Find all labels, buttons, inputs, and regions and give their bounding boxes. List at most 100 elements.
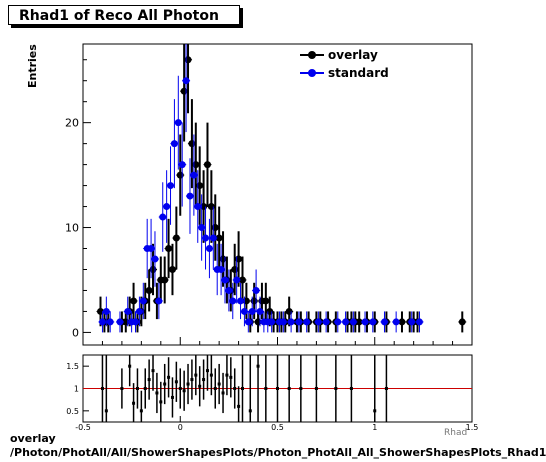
ratio-point xyxy=(213,387,217,390)
overlay-point xyxy=(231,265,239,273)
overlay-point xyxy=(196,182,204,190)
overlay-point xyxy=(145,286,153,294)
overlay-point xyxy=(285,307,293,315)
overlay-point xyxy=(266,307,274,315)
overlay-point xyxy=(355,318,363,326)
standard-point xyxy=(248,307,256,315)
standard-point xyxy=(132,318,140,326)
ratio-point xyxy=(159,400,163,404)
ratio-x-tick-label: -0.5 xyxy=(75,423,91,432)
standard-point xyxy=(98,318,106,326)
standard-point xyxy=(182,77,190,85)
overlay-point xyxy=(211,224,219,232)
ratio-point xyxy=(186,382,190,386)
standard-point xyxy=(178,161,186,169)
legend-label-standard: standard xyxy=(328,66,389,80)
standard-point xyxy=(279,318,287,326)
standard-point xyxy=(124,307,132,315)
standard-point xyxy=(408,318,416,326)
ratio-point xyxy=(182,389,186,393)
ratio-point xyxy=(314,387,318,390)
standard-point xyxy=(106,318,114,326)
ratio-x-tick-label: 1.5 xyxy=(466,423,479,432)
standard-point xyxy=(225,286,233,294)
ratio-point xyxy=(299,387,303,390)
standard-point xyxy=(135,307,143,315)
standard-point xyxy=(295,318,303,326)
standard-point xyxy=(194,203,202,211)
ratio-point xyxy=(139,409,143,413)
ratio-point xyxy=(174,380,178,384)
standard-point xyxy=(240,307,248,315)
standard-point xyxy=(349,318,357,326)
standard-point xyxy=(147,245,155,253)
standard-point xyxy=(268,318,276,326)
ratio-y-tick-label: 0.5 xyxy=(66,407,79,416)
ratio-point xyxy=(120,387,124,390)
ratio-point xyxy=(264,387,268,390)
overlay-point xyxy=(184,56,192,64)
standard-point xyxy=(217,265,225,273)
overlay-point xyxy=(172,234,180,242)
standard-point xyxy=(186,192,194,200)
standard-point xyxy=(167,182,175,190)
ratio-point xyxy=(151,369,155,373)
standard-point xyxy=(369,318,377,326)
standard-point xyxy=(202,234,210,242)
y-tick-label: 0 xyxy=(72,326,79,339)
ratio-point xyxy=(143,387,147,390)
ratio-point xyxy=(147,378,151,382)
overlay-point xyxy=(192,161,200,169)
y-tick-label: 10 xyxy=(65,222,79,235)
ratio-x-tick-label: 1 xyxy=(372,423,377,432)
standard-point xyxy=(139,297,147,305)
main-axes: 0 10 20 xyxy=(65,59,473,345)
overlay-point xyxy=(180,87,188,95)
standard-point xyxy=(155,297,163,305)
standard-point xyxy=(170,140,178,148)
standard-point xyxy=(314,318,322,326)
standard-point xyxy=(380,318,388,326)
overlay-point xyxy=(203,161,211,169)
overlay-point xyxy=(458,318,466,326)
legend-entry-overlay: overlay xyxy=(300,46,389,64)
standard-point xyxy=(415,318,423,326)
ratio-point xyxy=(334,387,338,390)
ratio-point xyxy=(373,409,377,413)
standard-point xyxy=(190,171,198,179)
standard-point xyxy=(233,276,241,284)
ratio-point xyxy=(225,373,229,377)
ratio-point xyxy=(132,401,136,405)
standard-point xyxy=(163,203,171,211)
ratio-point xyxy=(135,387,139,390)
standard-point xyxy=(151,255,159,263)
overlay-point xyxy=(165,245,173,253)
ratio-point xyxy=(287,387,291,390)
ratio-point xyxy=(178,387,182,390)
ratio-point xyxy=(229,375,233,379)
ratio-point xyxy=(217,382,221,386)
series-overlay xyxy=(96,44,467,333)
standard-point xyxy=(334,318,342,326)
ratio-points xyxy=(100,355,388,422)
ratio-point xyxy=(100,387,104,390)
overlay-point xyxy=(188,140,196,148)
standard-point xyxy=(159,213,167,221)
standard-point xyxy=(303,318,311,326)
standard-point xyxy=(322,318,330,326)
legend-entry-standard: standard xyxy=(300,64,389,82)
standard-point xyxy=(205,245,213,253)
ratio-point xyxy=(237,404,241,408)
standard-point xyxy=(392,318,400,326)
overlay-point xyxy=(207,203,215,211)
ratio-point xyxy=(384,387,388,390)
overlay-point xyxy=(168,265,176,273)
overlay-point xyxy=(130,297,138,305)
series-standard xyxy=(98,44,424,333)
ratio-point xyxy=(256,364,260,368)
standard-point xyxy=(342,318,350,326)
standard-point xyxy=(116,318,124,326)
overlay-point xyxy=(149,265,157,273)
legend-marker-overlay xyxy=(300,49,324,61)
